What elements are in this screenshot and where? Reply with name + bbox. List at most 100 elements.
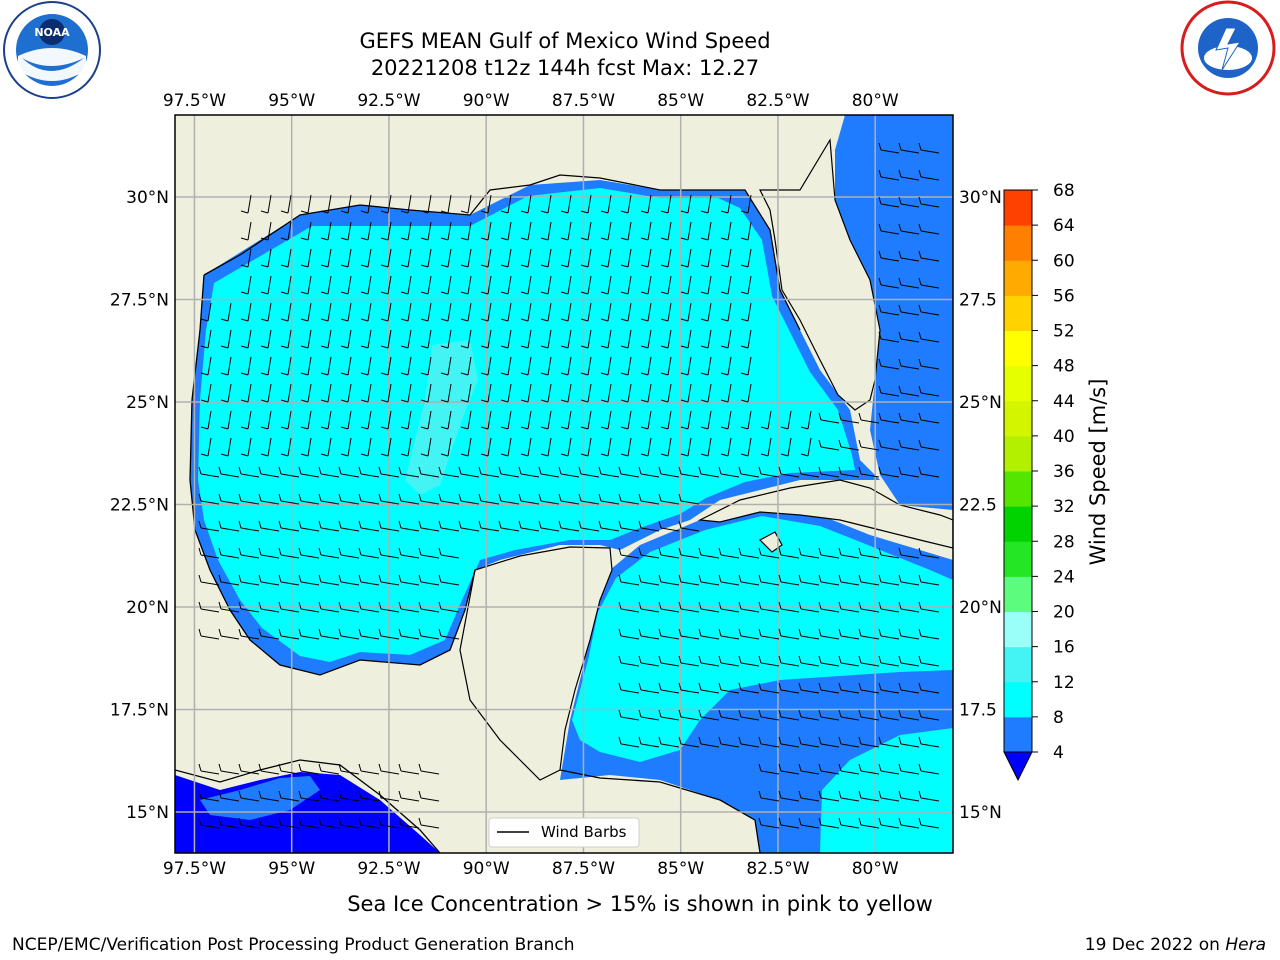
wind-barb [620, 302, 632, 322]
wind-barb [198, 547, 220, 559]
wind-barb [818, 412, 840, 424]
wind-barb [340, 248, 352, 268]
wind-barb [898, 412, 920, 424]
wind-barb [218, 790, 240, 802]
wind-barb [498, 520, 520, 532]
y-tick-label-right: 27.5 [959, 291, 997, 311]
map-frame [174, 114, 954, 854]
x-tick-label-bottom: 97.5°W [163, 859, 226, 879]
wind-barb [258, 601, 280, 613]
wind-barb [298, 628, 320, 640]
wind-barb [338, 493, 360, 505]
wind-barb [278, 547, 300, 559]
wind-barb [678, 547, 700, 559]
wind-barb [500, 437, 512, 457]
wind-barb [600, 248, 612, 268]
wind-barb [720, 410, 732, 430]
wind-barb [818, 574, 840, 586]
y-tick-label-left: 25°N [126, 393, 169, 413]
wind-barb [358, 466, 380, 478]
x-tick-label-top: 82.5°W [746, 91, 809, 111]
x-tick-label-bottom: 85°W [657, 859, 704, 879]
wind-barb [560, 221, 572, 241]
wind-barb [258, 817, 280, 829]
wind-barb [540, 383, 552, 403]
wind-barb [818, 601, 840, 613]
wind-barb [440, 437, 452, 457]
x-tick-label-top: 85°W [657, 91, 704, 111]
wind-barb [240, 302, 252, 322]
wind-barb [320, 248, 332, 268]
wind-barb [620, 275, 632, 295]
wind-barb [918, 763, 940, 775]
wind-barb [740, 248, 752, 268]
wind-barb [440, 275, 452, 295]
wind-barb [600, 221, 612, 241]
wind-barb [540, 302, 552, 322]
colorbar-under-triangle [1003, 751, 1033, 782]
wind-barb [658, 682, 680, 694]
wind-barb [700, 356, 712, 376]
wind-barb [380, 356, 392, 376]
wind-barb [240, 410, 252, 430]
wind-barb [520, 194, 532, 214]
wind-barb [358, 493, 380, 505]
wind-barb [640, 302, 652, 322]
wind-barb [560, 248, 572, 268]
wind-barb [818, 709, 840, 721]
wind-barb [798, 655, 820, 667]
y-tick-label-right: 25°N [959, 393, 1002, 413]
wind-barb [758, 574, 780, 586]
wind-barb [258, 763, 280, 775]
wind-barb [878, 817, 900, 829]
wind-barb [300, 248, 312, 268]
wind-barb [618, 601, 640, 613]
wind-barb [838, 763, 860, 775]
wind-barb [558, 493, 580, 505]
wind-barb [260, 329, 272, 349]
wind-barb [198, 574, 220, 586]
wind-barb [438, 628, 460, 640]
wind-barb [620, 383, 632, 403]
wind-barb [360, 329, 372, 349]
wind-barb [418, 628, 440, 640]
wind-barb [698, 601, 720, 613]
wind-barb [218, 601, 240, 613]
wind-barb [898, 709, 920, 721]
wind-barb [598, 493, 620, 505]
wind-barb [298, 763, 320, 775]
wind-barb [320, 329, 332, 349]
atlantic-4-8-band [835, 115, 953, 510]
wind-barb [718, 736, 740, 748]
wind-barb [518, 493, 540, 505]
wind-barb [480, 410, 492, 430]
wind-barb [878, 331, 900, 343]
wind-barb [878, 169, 900, 181]
wind-barb [600, 383, 612, 403]
wind-barb [678, 709, 700, 721]
wind-barb [540, 275, 552, 295]
wind-barb [698, 709, 720, 721]
wind-barb [318, 493, 340, 505]
colorbar-segment [1004, 471, 1032, 507]
x-tick-label-bottom: 95°W [268, 859, 315, 879]
wind-barb [360, 194, 372, 214]
wind-barb [198, 601, 220, 613]
colorbar-segment [1004, 190, 1032, 226]
wind-barb [680, 194, 692, 214]
wind-barb [378, 790, 400, 802]
wind-barb [218, 574, 240, 586]
colorbar-segment [1004, 611, 1032, 648]
wind-barb [700, 302, 712, 322]
wind-barb [658, 709, 680, 721]
wind-barb [460, 383, 472, 403]
wind-barb [258, 790, 280, 802]
wind-barb [498, 466, 520, 478]
wind-barb [898, 169, 920, 181]
wind-barb [918, 817, 940, 829]
wind-barb [258, 466, 280, 478]
wind-barb [280, 356, 292, 376]
wind-barb [320, 221, 332, 241]
wind-barb [360, 410, 372, 430]
wind-barb [818, 817, 840, 829]
